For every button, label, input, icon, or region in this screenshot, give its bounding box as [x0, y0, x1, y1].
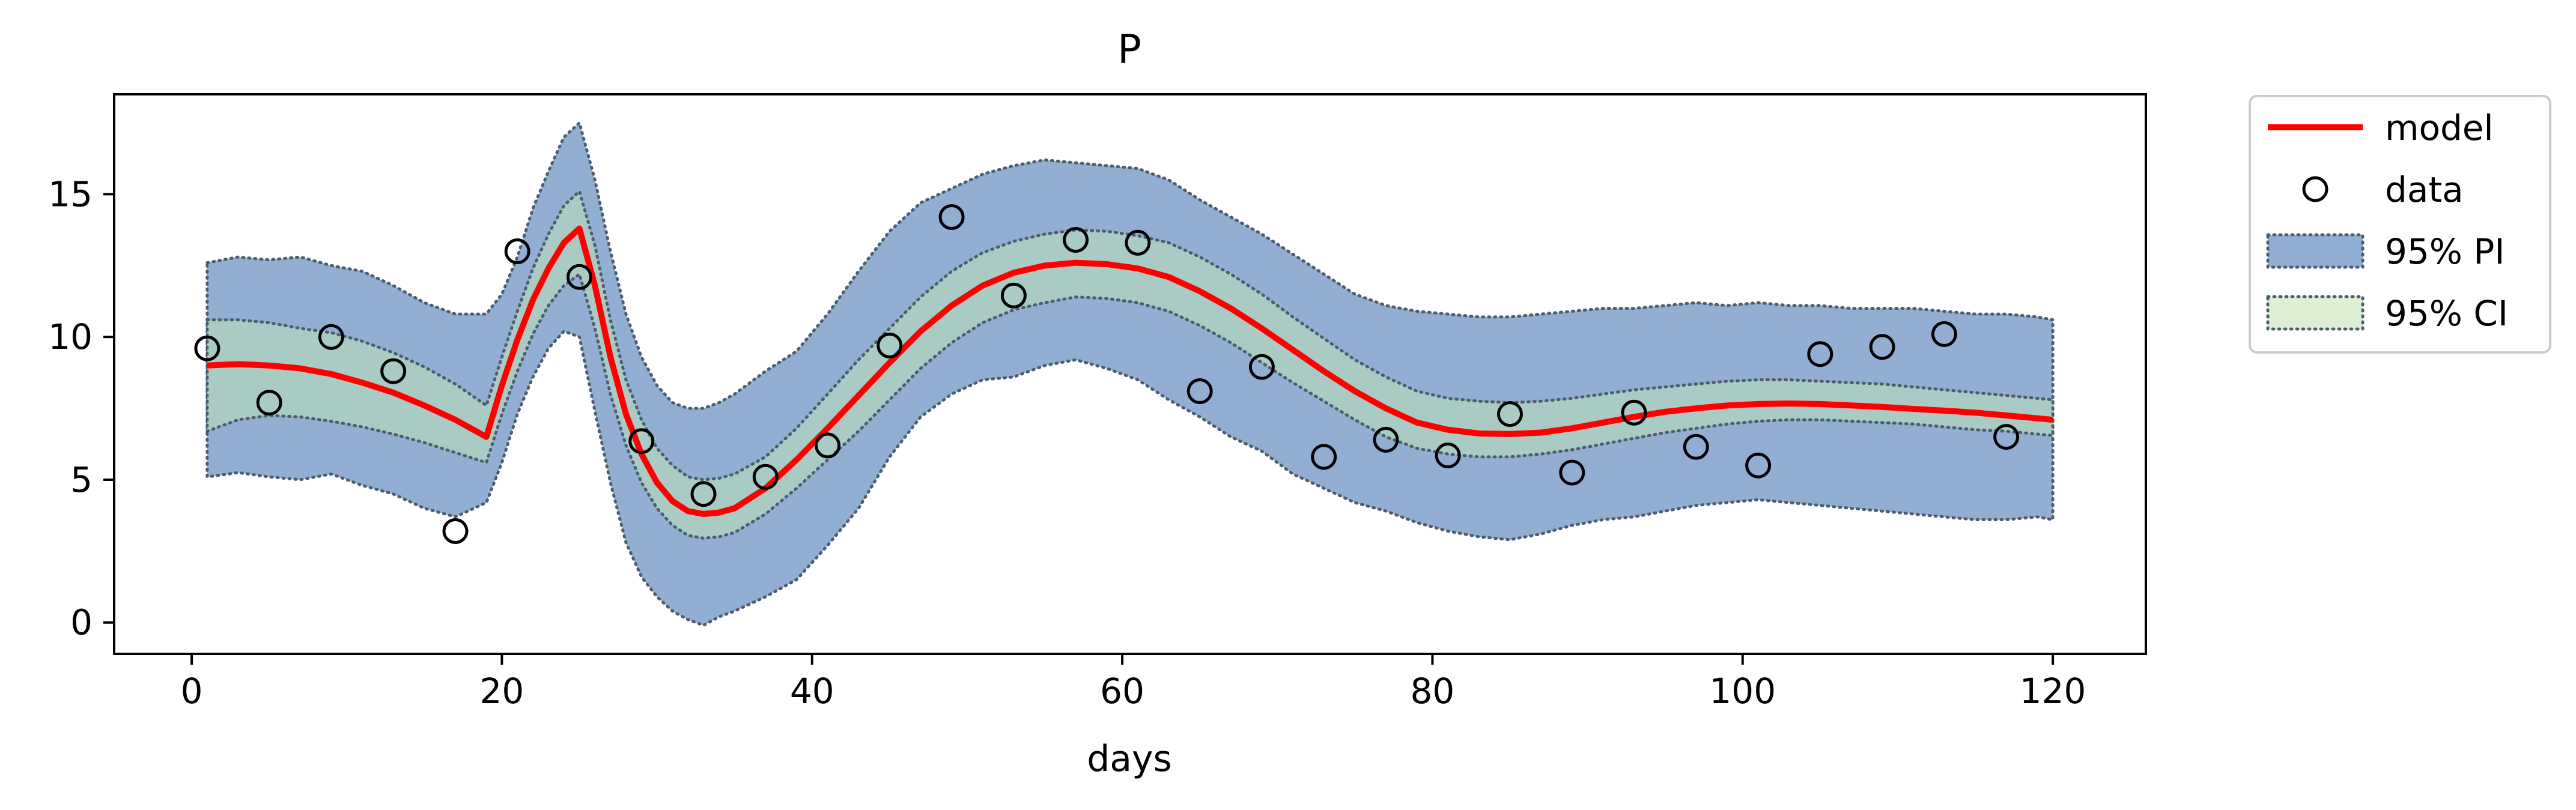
data-point: [442, 518, 469, 544]
y-tick-label: 10: [48, 316, 93, 357]
data-point: [1248, 354, 1275, 380]
data-point: [1559, 459, 1585, 486]
x-tick-label: 60: [1100, 671, 1144, 712]
x-tick-label: 20: [480, 671, 524, 712]
plot-content: [194, 119, 2055, 627]
axes-frame: [113, 93, 2147, 655]
data-point: [567, 264, 592, 290]
x-tick-label: 120: [2020, 671, 2086, 712]
y-tick-label: 5: [70, 459, 93, 500]
data-point: [1931, 321, 1957, 347]
legend-label: 95% PI: [2385, 231, 2505, 272]
data-point: [256, 390, 282, 416]
data-point: [628, 428, 655, 455]
data-point: [1807, 341, 1833, 367]
data-point: [938, 204, 965, 230]
data-point: [1063, 227, 1089, 253]
plot-area: [194, 119, 2055, 627]
y-tick-label: 0: [70, 602, 93, 643]
legend-label: data: [2385, 169, 2464, 210]
data-point: [1435, 443, 1461, 468]
legend: model data 95% PI 95% CI: [2249, 95, 2551, 354]
y-tick-label: 15: [48, 174, 93, 214]
legend-handle-pi: [2266, 233, 2365, 269]
axes: 0 20 40 60 80 100 120 0 5 10 15: [48, 93, 2147, 712]
data-point: [1869, 334, 1895, 360]
data-point: [194, 335, 220, 361]
x-tick-label: 40: [790, 671, 834, 712]
legend-box: [2249, 95, 2551, 354]
x-axis-label: days: [1087, 738, 1172, 780]
data-point: [1621, 399, 1647, 426]
legend-handle-data: [2302, 176, 2328, 202]
data-point: [1186, 378, 1213, 404]
x-tick-label: 80: [1411, 671, 1455, 712]
data-point: [1745, 452, 1772, 479]
x-tick-label: 100: [1709, 671, 1776, 712]
data-point: [690, 481, 717, 507]
data-point: [815, 432, 841, 459]
data-point: [504, 238, 530, 264]
data-point: [318, 324, 344, 350]
legend-label: model: [2385, 107, 2494, 148]
data-point: [1993, 424, 2020, 450]
legend-handle-ci: [2266, 295, 2365, 331]
data-point: [1311, 444, 1337, 470]
model-line: [207, 225, 2053, 517]
data-point: [380, 358, 407, 384]
legend-label: 95% CI: [2385, 293, 2508, 334]
data-point: [1373, 426, 1399, 453]
data-point: [752, 464, 779, 490]
data-point: [1497, 401, 1523, 428]
chart-title: P: [1117, 26, 1141, 73]
data-point: [1125, 229, 1151, 256]
data-point: [876, 332, 903, 358]
data-point: [1683, 434, 1709, 460]
x-tick-label: 0: [181, 671, 203, 712]
data-point: [1000, 282, 1027, 309]
band-95-ci: [205, 189, 2055, 540]
